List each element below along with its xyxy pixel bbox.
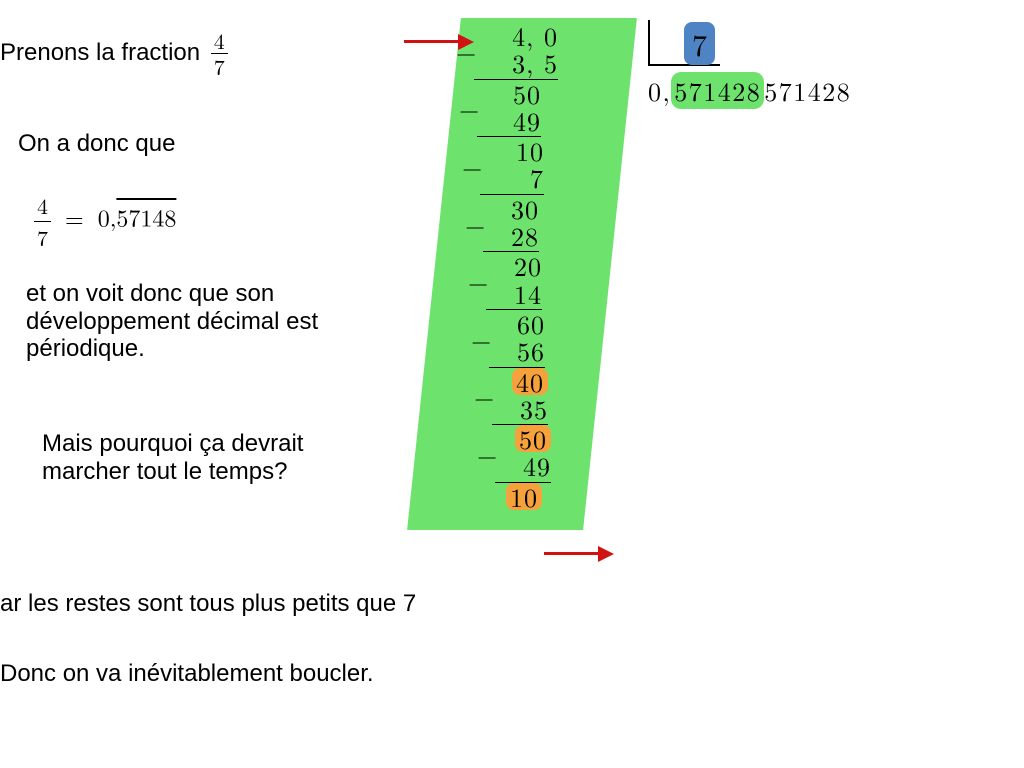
step-bot: 49 — [477, 107, 541, 134]
line1-text: Prenons la fraction — [0, 39, 200, 66]
minus-sign: − — [474, 378, 494, 415]
step-bot: 35 — [492, 395, 548, 422]
minus-sign: − — [465, 205, 485, 242]
line-onadonc: On a donc que — [18, 130, 175, 158]
eq-period: 57148 — [116, 200, 176, 234]
minus-sign: − — [471, 320, 491, 357]
minus-sign: − — [456, 32, 476, 69]
quotient-tail: 571428 — [764, 72, 851, 109]
line-restes: ar les restes sont tous plus petits que … — [0, 590, 416, 618]
equation: 4 7 = 0,57148 — [34, 190, 176, 253]
division-column: −4, 03, 5−5049−107−3028−2014−6056−4035−5… — [430, 22, 690, 512]
line-pourquoi: Mais pourquoi ça devrait marcher tout le… — [42, 430, 362, 485]
eq-int: 0, — [98, 200, 117, 234]
division-step: −4, 03, 5 — [456, 22, 690, 80]
line-periodique: et on voit donc que son développement dé… — [26, 280, 366, 363]
eq-den: 7 — [34, 222, 51, 253]
minus-sign: − — [477, 435, 497, 472]
frac-den: 7 — [211, 54, 228, 79]
step-bot: 7 — [480, 164, 544, 191]
step-bot: 28 — [483, 222, 539, 249]
step-bot: 49 — [495, 452, 551, 479]
division-step: −3028 — [465, 195, 690, 253]
minus-sign: − — [462, 147, 482, 184]
division-step: −2014 — [468, 252, 690, 310]
division-final: 10 — [506, 483, 646, 512]
division-step: −4035 — [474, 368, 690, 426]
minus-sign: − — [459, 90, 479, 127]
division-step: −6056 — [471, 310, 690, 368]
division-step: −5049 — [459, 80, 690, 138]
step-bot: 14 — [486, 280, 542, 307]
final-remainder: 10 — [506, 483, 542, 510]
line-boucler: Donc on va inévitablement boucler. — [0, 660, 374, 688]
division-step: −5049 — [477, 425, 690, 483]
line-prenons: Prenons la fraction 4 7 — [0, 28, 228, 80]
minus-sign: − — [468, 263, 488, 300]
eq-sign: = — [65, 200, 84, 234]
step-bot: 56 — [489, 337, 545, 364]
step-bot: 3, 5 — [474, 49, 558, 76]
division-step: −107 — [462, 137, 690, 195]
eq-num: 4 — [34, 190, 51, 222]
